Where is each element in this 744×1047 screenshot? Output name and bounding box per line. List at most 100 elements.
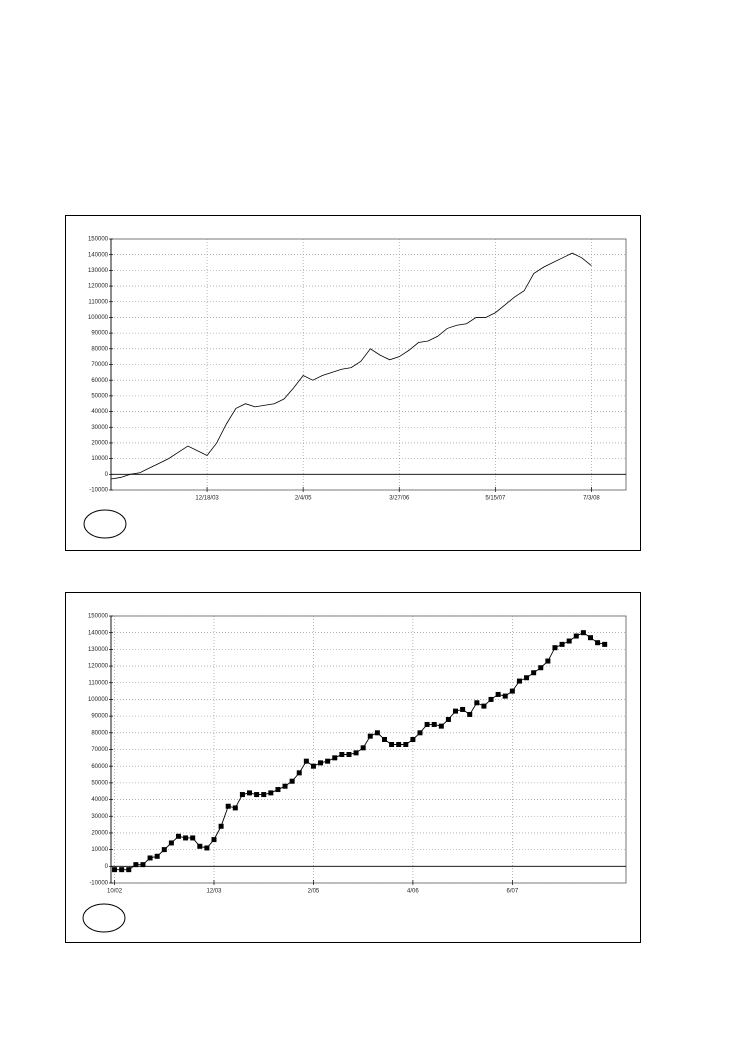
data-marker	[275, 787, 281, 793]
y-tick-label: 140000	[88, 252, 109, 258]
data-marker	[381, 736, 387, 742]
x-tick-label: 10/02	[107, 889, 123, 895]
data-marker	[190, 835, 196, 841]
data-marker	[147, 855, 153, 861]
y-tick-label: 20000	[91, 831, 108, 837]
data-marker	[445, 716, 451, 722]
data-marker	[140, 862, 146, 868]
x-tick-label: 4/06	[407, 889, 419, 895]
data-marker	[488, 696, 494, 702]
y-tick-label: 40000	[91, 797, 108, 803]
x-tick-label: 5/15/07	[485, 496, 506, 502]
data-marker	[232, 805, 238, 811]
data-marker	[516, 678, 522, 684]
data-marker	[374, 730, 380, 736]
data-marker	[261, 792, 267, 798]
data-marker	[573, 633, 579, 639]
data-marker	[282, 783, 288, 789]
data-marker	[509, 688, 515, 694]
x-tick-label: 6/07	[507, 889, 519, 895]
data-marker	[524, 675, 530, 681]
data-marker	[566, 638, 572, 644]
data-marker	[325, 758, 331, 764]
data-marker	[602, 641, 608, 647]
data-marker	[410, 736, 416, 742]
y-tick-label: 70000	[91, 362, 108, 368]
data-marker	[460, 706, 466, 712]
data-marker	[467, 711, 473, 717]
data-marker	[417, 730, 423, 736]
data-marker	[289, 778, 295, 784]
data-marker	[396, 741, 402, 747]
x-tick-label: 2/05	[308, 889, 320, 895]
data-marker	[559, 641, 565, 647]
data-marker	[481, 703, 487, 709]
data-marker	[595, 640, 601, 646]
label-oval	[82, 903, 126, 933]
data-marker	[339, 752, 345, 758]
data-marker	[126, 867, 132, 873]
y-tick-label: 30000	[91, 425, 108, 431]
data-marker	[303, 758, 309, 764]
y-tick-label: 130000	[88, 647, 109, 653]
data-marker	[168, 840, 174, 846]
figure-frame	[65, 215, 641, 551]
y-tick-label: 130000	[88, 268, 109, 274]
data-marker	[296, 770, 302, 776]
data-marker	[310, 763, 316, 769]
y-tick-label: 20000	[91, 441, 108, 447]
data-marker	[545, 658, 551, 664]
y-tick-label: 60000	[91, 764, 108, 770]
y-tick-label: 10000	[91, 847, 108, 853]
data-marker	[268, 790, 274, 796]
data-marker	[502, 693, 508, 699]
data-marker	[531, 670, 537, 676]
y-tick-label: 110000	[88, 680, 108, 686]
data-marker	[580, 630, 586, 636]
y-tick-label: 30000	[91, 814, 108, 820]
data-marker	[438, 723, 444, 729]
x-tick-label: 2/4/05	[295, 496, 312, 502]
y-tick-label: 150000	[88, 237, 109, 243]
y-tick-label: 50000	[91, 780, 108, 786]
data-marker	[389, 741, 395, 747]
data-marker	[353, 750, 359, 756]
data-marker	[538, 665, 544, 671]
y-tick-label: 70000	[91, 747, 108, 753]
data-marker	[197, 843, 203, 849]
y-tick-label: 80000	[91, 346, 108, 352]
y-tick-label: 100000	[88, 697, 109, 703]
y-tick-label: 120000	[88, 284, 109, 290]
data-marker	[218, 823, 224, 829]
data-marker	[161, 847, 167, 853]
x-tick-label: 7/3/08	[583, 496, 600, 502]
y-tick-label: 100000	[88, 315, 109, 321]
y-tick-label: 140000	[88, 630, 109, 636]
plot-area	[110, 615, 627, 884]
y-tick-label: 80000	[91, 730, 108, 736]
data-marker	[225, 803, 231, 809]
y-tick-label: 0	[105, 864, 109, 870]
y-tick-label: 110000	[88, 299, 108, 305]
data-marker	[204, 845, 210, 851]
y-tick-label: -10000	[89, 488, 108, 494]
figure-frame	[65, 592, 641, 943]
data-marker	[552, 645, 558, 651]
data-marker	[133, 862, 139, 868]
plot-area	[110, 238, 627, 491]
x-tick-label: 12/03	[206, 889, 222, 895]
data-marker	[112, 867, 118, 873]
data-line	[110, 252, 592, 480]
data-marker	[360, 745, 366, 751]
data-marker	[119, 867, 125, 873]
data-marker	[431, 721, 437, 727]
y-tick-label: 60000	[91, 378, 108, 384]
data-marker	[367, 733, 373, 739]
data-marker	[346, 752, 352, 758]
x-tick-label: 3/27/06	[389, 496, 410, 502]
data-marker	[453, 708, 459, 714]
y-tick-label: 150000	[88, 614, 109, 620]
x-tick-label: 12/18/03	[195, 496, 219, 502]
